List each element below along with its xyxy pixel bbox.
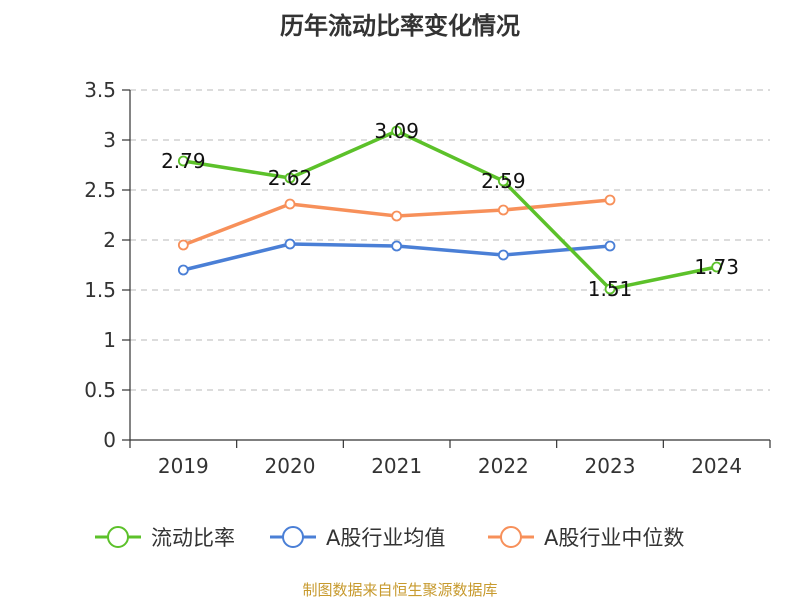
data-point[interactable]	[284, 172, 296, 184]
y-tick-label: 0	[103, 428, 116, 452]
data-label: 1.73	[694, 255, 739, 279]
y-tick-label: 3.5	[84, 78, 116, 102]
data-point[interactable]	[604, 283, 616, 295]
legend-marker	[282, 526, 304, 548]
data-point[interactable]	[604, 240, 616, 252]
data-point[interactable]	[497, 249, 509, 261]
chart-title: 历年流动比率变化情况	[280, 12, 520, 40]
y-tick-label: 0.5	[84, 378, 116, 402]
data-label: 2.62	[268, 166, 313, 190]
legend-label: 流动比率	[151, 526, 235, 550]
x-tick-label: 2020	[265, 454, 316, 478]
grid-lines	[130, 89, 770, 391]
legend-label: A股行业中位数	[544, 526, 684, 550]
data-point[interactable]	[284, 198, 296, 210]
data-point[interactable]	[497, 204, 509, 216]
legend-item[interactable]: A股行业中位数	[488, 526, 684, 550]
y-tick-label: 1	[103, 328, 116, 352]
data-point[interactable]	[391, 210, 403, 222]
data-label: 2.79	[161, 149, 206, 173]
x-tick-label: 2023	[585, 454, 636, 478]
series-layer	[177, 125, 723, 295]
data-point[interactable]	[391, 125, 403, 137]
legend-marker	[500, 526, 522, 548]
y-tick-label: 1.5	[84, 278, 116, 302]
x-tick-label: 2024	[691, 454, 742, 478]
data-labels: 2.79 2.62 3.09 2.59 1.51 1.73	[161, 119, 739, 301]
y-tick-label: 2	[103, 228, 116, 252]
legend-item[interactable]: A股行业均值	[270, 526, 445, 550]
x-tick-label: 2021	[371, 454, 422, 478]
legend-label: A股行业均值	[326, 526, 445, 550]
data-point[interactable]	[391, 240, 403, 252]
y-tick-label: 2.5	[84, 178, 116, 202]
y-tick-label: 3	[103, 128, 116, 152]
axes: 0 0.5 1 1.5 2 2.5 3 3.5 2019 2020 2021 2022 2023 2024	[84, 78, 771, 478]
data-point[interactable]	[177, 264, 189, 276]
data-label: 3.09	[374, 119, 419, 143]
data-label: 2.59	[481, 169, 526, 193]
data-label: 1.51	[588, 277, 633, 301]
data-point[interactable]	[711, 261, 723, 273]
data-point[interactable]	[177, 239, 189, 251]
x-tick-label: 2022	[478, 454, 529, 478]
data-point[interactable]	[177, 155, 189, 167]
data-point[interactable]	[284, 238, 296, 250]
data-point[interactable]	[604, 194, 616, 206]
legend-item[interactable]: 流动比率	[95, 526, 235, 550]
legend-marker	[107, 526, 129, 548]
x-tick-label: 2019	[158, 454, 209, 478]
data-point[interactable]	[497, 175, 509, 187]
source-note: 制图数据来自恒生聚源数据库	[302, 581, 497, 599]
series-line	[183, 129, 718, 291]
legend[interactable]: 流动比率 A股行业均值 A股行业中位数	[95, 526, 684, 550]
